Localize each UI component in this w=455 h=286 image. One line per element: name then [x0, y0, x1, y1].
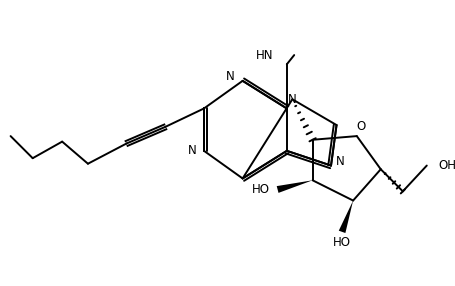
Polygon shape: [338, 200, 352, 233]
Text: N: N: [335, 155, 344, 168]
Polygon shape: [276, 180, 312, 193]
Text: N: N: [288, 93, 296, 106]
Text: OH: OH: [437, 159, 455, 172]
Text: N: N: [187, 144, 196, 157]
Text: N: N: [226, 70, 234, 83]
Text: HO: HO: [252, 183, 269, 196]
Text: O: O: [356, 120, 365, 133]
Text: HO: HO: [332, 237, 350, 249]
Text: HN: HN: [255, 49, 273, 61]
